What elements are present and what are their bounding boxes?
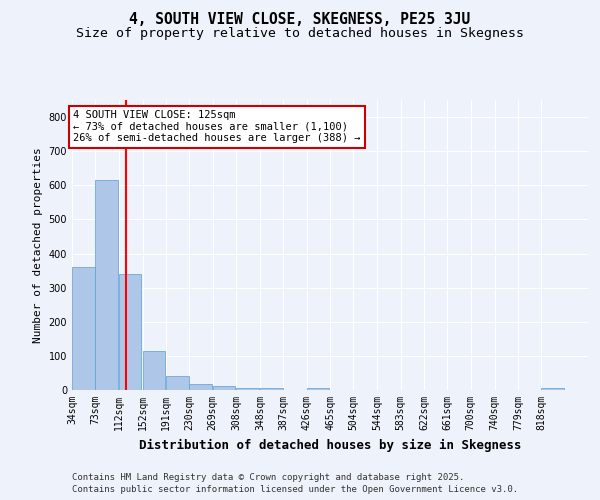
Bar	[190, 384, 212, 390]
Bar	[119, 274, 142, 390]
Bar	[143, 351, 166, 390]
Bar	[72, 267, 95, 390]
Bar	[95, 180, 118, 390]
Bar	[260, 388, 283, 390]
Bar	[541, 388, 564, 390]
Bar	[236, 388, 259, 390]
X-axis label: Distribution of detached houses by size in Skegness: Distribution of detached houses by size …	[139, 438, 521, 452]
Text: Contains public sector information licensed under the Open Government Licence v3: Contains public sector information licen…	[72, 485, 518, 494]
Text: Contains HM Land Registry data © Crown copyright and database right 2025.: Contains HM Land Registry data © Crown c…	[72, 472, 464, 482]
Text: Size of property relative to detached houses in Skegness: Size of property relative to detached ho…	[76, 28, 524, 40]
Bar	[212, 386, 235, 390]
Text: 4 SOUTH VIEW CLOSE: 125sqm
← 73% of detached houses are smaller (1,100)
26% of s: 4 SOUTH VIEW CLOSE: 125sqm ← 73% of deta…	[73, 110, 361, 144]
Bar	[166, 376, 189, 390]
Text: 4, SOUTH VIEW CLOSE, SKEGNESS, PE25 3JU: 4, SOUTH VIEW CLOSE, SKEGNESS, PE25 3JU	[130, 12, 470, 28]
Bar	[307, 388, 329, 390]
Y-axis label: Number of detached properties: Number of detached properties	[33, 147, 43, 343]
